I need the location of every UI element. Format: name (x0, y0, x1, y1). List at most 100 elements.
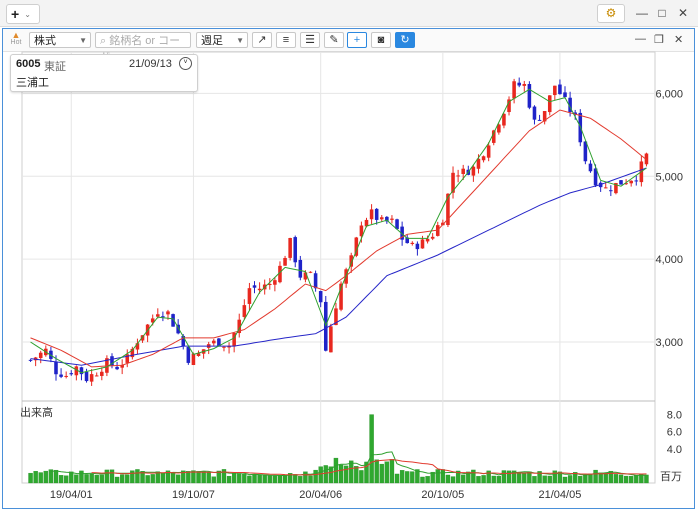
volume-bar (293, 474, 298, 484)
candle-body (629, 180, 633, 184)
volume-bar (552, 470, 558, 484)
candle-body (94, 375, 99, 377)
candle-body (130, 348, 135, 358)
candle-body (181, 335, 186, 347)
indicator-icon: ≡ (282, 34, 290, 46)
candle-body (507, 99, 511, 113)
candle-body (456, 175, 460, 177)
volume-bar (282, 474, 288, 484)
market-select[interactable]: 株式 ▼ (29, 32, 91, 48)
volume-bar (104, 469, 110, 484)
candle-body (268, 283, 272, 285)
candle-body (374, 208, 379, 220)
volume-bar (257, 474, 262, 484)
minimize-button[interactable]: — (636, 6, 648, 20)
candle-body (329, 326, 333, 353)
volume-bar (226, 475, 232, 484)
stock-search-input[interactable]: ⌕ 銘柄名 or コード (95, 32, 191, 63)
candle-body (115, 366, 119, 370)
indicator-button[interactable]: ≡ (276, 32, 296, 48)
chevron-down-icon[interactable]: ˅ (179, 57, 192, 70)
candle-body (150, 318, 155, 323)
volume-bar (511, 470, 517, 484)
volume-bar (242, 473, 247, 484)
candle-body (364, 219, 369, 227)
volume-bar (231, 473, 237, 484)
candle-body (186, 347, 191, 363)
volume-bar (53, 469, 59, 484)
candle-body (217, 338, 221, 347)
volume-bar (501, 470, 507, 484)
volume-bar (150, 474, 155, 484)
hot-button[interactable]: ▲ Hot (8, 31, 24, 49)
period-select[interactable]: 週足 ▼ (196, 32, 248, 48)
candle-body (359, 225, 364, 237)
candle-body (242, 305, 247, 317)
list-button[interactable]: ☰ (300, 32, 320, 48)
volume-bar (287, 473, 293, 484)
refresh-button[interactable]: ↻ (395, 32, 415, 48)
volume-bar (466, 471, 471, 484)
search-icon: ⌕ (100, 35, 107, 47)
candle-body (425, 238, 430, 242)
volume-bar (547, 475, 552, 484)
volume-bar (89, 473, 94, 484)
volume-bar (440, 469, 446, 484)
date-axis-label: 20/04/06 (299, 489, 342, 501)
volume-unit-label: 百万 (660, 471, 682, 483)
camera-icon: ◙ (377, 34, 385, 46)
candle-body (644, 153, 649, 165)
maximize-button[interactable]: □ (658, 6, 666, 20)
add-tab-button[interactable]: + ⌄ (6, 4, 40, 24)
candle-body (588, 163, 593, 172)
candle-body (542, 111, 547, 122)
panel-minimize-button[interactable]: — (635, 33, 646, 45)
close-button[interactable]: ✕ (677, 6, 689, 20)
volume-bar (318, 466, 323, 484)
candle-body (308, 271, 313, 273)
candle-body (176, 324, 180, 334)
date-axis-label: 19/04/01 (50, 489, 93, 501)
candle-body (110, 356, 114, 366)
volume-bar (359, 470, 364, 484)
volume-bar (130, 470, 135, 484)
volume-bar (303, 471, 308, 484)
candle-body (430, 236, 435, 239)
panel-close-button[interactable]: ✕ (674, 34, 684, 46)
candle-body (288, 238, 292, 258)
volume-bar (628, 475, 634, 484)
volume-average-line-1 (50, 451, 647, 476)
candle-body (395, 219, 399, 230)
volume-axis-label: 6.0 (667, 427, 682, 439)
volume-bar (537, 471, 542, 484)
list-icon: ☰ (305, 34, 315, 46)
volume-bar (191, 470, 196, 484)
period-select-value: 週足 (201, 35, 223, 47)
volume-bar (140, 471, 145, 484)
trend-line-button[interactable]: ↗ (252, 32, 272, 48)
crosshair-button[interactable]: + (347, 32, 367, 48)
candle-body (481, 156, 486, 161)
candle-body (273, 280, 277, 285)
volume-bar (435, 469, 440, 484)
volume-bar (532, 476, 537, 484)
volume-bar (491, 475, 496, 484)
candle-body (125, 354, 130, 363)
panel-maximize-button[interactable]: ❐ (654, 34, 664, 46)
volume-bar (644, 474, 649, 484)
gear-icon[interactable]: ⚙ (597, 4, 625, 23)
candle-body (603, 187, 608, 189)
volume-bar (216, 470, 222, 484)
candle-body (212, 340, 216, 344)
moving-average-mid-line (30, 109, 647, 368)
volume-bar (364, 461, 369, 484)
screenshot-button[interactable]: ◙ (371, 32, 391, 48)
volume-axis-label: 8.0 (667, 410, 682, 422)
volume-bar (28, 472, 33, 484)
volume-bar (155, 471, 160, 484)
draw-button[interactable]: ✎ (324, 32, 344, 48)
volume-bar (170, 472, 176, 484)
volume-bar (410, 471, 415, 484)
candle-body (166, 311, 170, 315)
